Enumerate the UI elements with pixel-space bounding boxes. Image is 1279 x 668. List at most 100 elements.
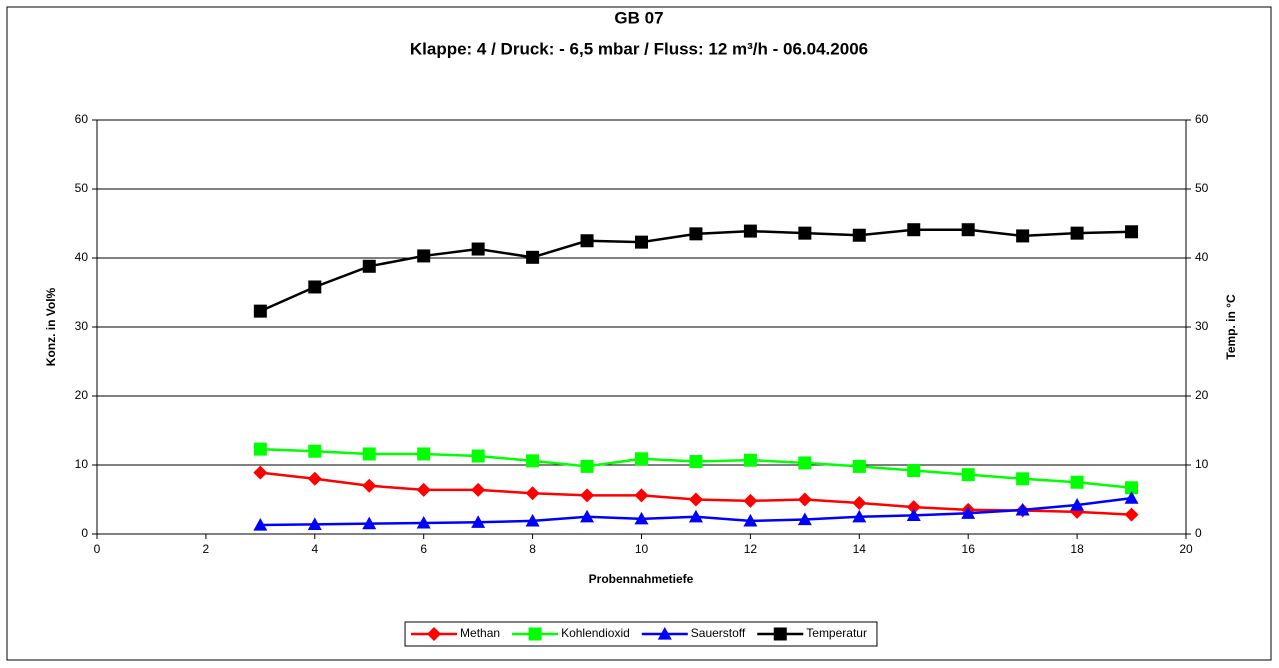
chart-title: GB 07 [614,8,663,27]
legend-label: Kohlendioxid [561,626,630,640]
marker [1124,491,1139,504]
x-tick-label: 2 [203,542,210,556]
y-tick-label: 10 [75,457,89,471]
marker [689,227,703,241]
marker [253,518,268,531]
marker [961,223,975,237]
marker [362,259,376,273]
marker [580,459,594,473]
marker [580,234,594,248]
x-axis-label: Probennahmetiefe [589,572,694,586]
marker [362,478,377,493]
marker [798,226,812,240]
marker [1125,225,1139,239]
marker [1016,472,1030,486]
marker [1070,498,1085,511]
marker [525,486,540,501]
marker [253,442,267,456]
marker [634,511,649,525]
marker [471,242,485,256]
marker [906,500,921,515]
marker [688,492,703,507]
marker [797,492,812,507]
marker [525,513,540,527]
marker [852,509,867,523]
y2-tick-label: 10 [1195,457,1209,471]
x-tick-label: 16 [962,542,976,556]
x-tick-label: 8 [529,542,536,556]
marker [1124,507,1139,522]
marker [1016,229,1030,243]
marker [308,444,322,458]
marker [416,482,431,497]
marker [961,506,976,519]
marker [471,449,485,463]
y2-tick-label: 0 [1195,526,1202,540]
marker [657,627,672,640]
x-tick-label: 12 [744,542,758,556]
marker [580,488,595,503]
marker [1015,502,1030,516]
y2-tick-label: 30 [1195,319,1209,333]
x-tick-label: 6 [420,542,427,556]
y-tick-label: 30 [75,319,89,333]
legend-label: Methan [460,626,500,640]
marker [362,516,377,530]
marker [906,508,921,521]
marker [1125,481,1139,495]
marker [743,224,757,238]
y2-tick-label: 50 [1195,181,1209,195]
marker [907,223,921,237]
chart-frame [6,6,1272,661]
marker [852,459,866,473]
marker [526,250,540,264]
marker [634,488,649,503]
x-tick-label: 14 [853,542,867,556]
marker [743,453,757,467]
marker [1070,226,1084,240]
marker [526,454,540,468]
y-tick-label: 50 [75,181,89,195]
y-tick-label: 40 [75,250,89,264]
y2-tick-label: 20 [1195,388,1209,402]
marker [362,447,376,461]
x-tick-label: 4 [311,542,318,556]
marker [528,627,542,641]
y-tick-label: 0 [81,526,88,540]
x-tick-label: 20 [1179,542,1193,556]
y2-axis-label: Temp. in °C [1224,294,1238,360]
marker [907,464,921,478]
marker [852,495,867,510]
x-tick-label: 18 [1070,542,1084,556]
marker [743,493,758,508]
x-tick-label: 0 [94,542,101,556]
marker [773,627,787,641]
y-tick-label: 60 [75,112,89,126]
marker [743,513,758,527]
marker [797,512,812,526]
marker [580,509,595,523]
marker [471,515,486,528]
y-axis-label: Konz. in Vol% [44,287,58,366]
legend-label: Sauerstoff [691,626,746,640]
legend: Methan Kohlendioxid Sauerstoff Temperatur [404,621,878,647]
marker [798,456,812,470]
y-tick-label: 20 [75,388,89,402]
x-tick-label: 10 [635,542,649,556]
marker [471,482,486,497]
marker [852,228,866,242]
marker [307,471,322,486]
marker [307,517,322,530]
marker [308,280,322,294]
marker [961,468,975,482]
marker [689,455,703,469]
marker [635,235,648,249]
marker [635,452,648,466]
y2-tick-label: 40 [1195,250,1209,264]
marker [417,249,431,263]
marker [688,509,703,523]
marker [253,465,268,480]
y2-tick-label: 60 [1195,112,1209,126]
